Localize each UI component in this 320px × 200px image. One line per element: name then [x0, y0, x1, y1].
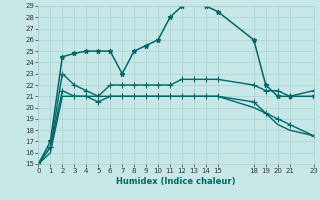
X-axis label: Humidex (Indice chaleur): Humidex (Indice chaleur) [116, 177, 236, 186]
